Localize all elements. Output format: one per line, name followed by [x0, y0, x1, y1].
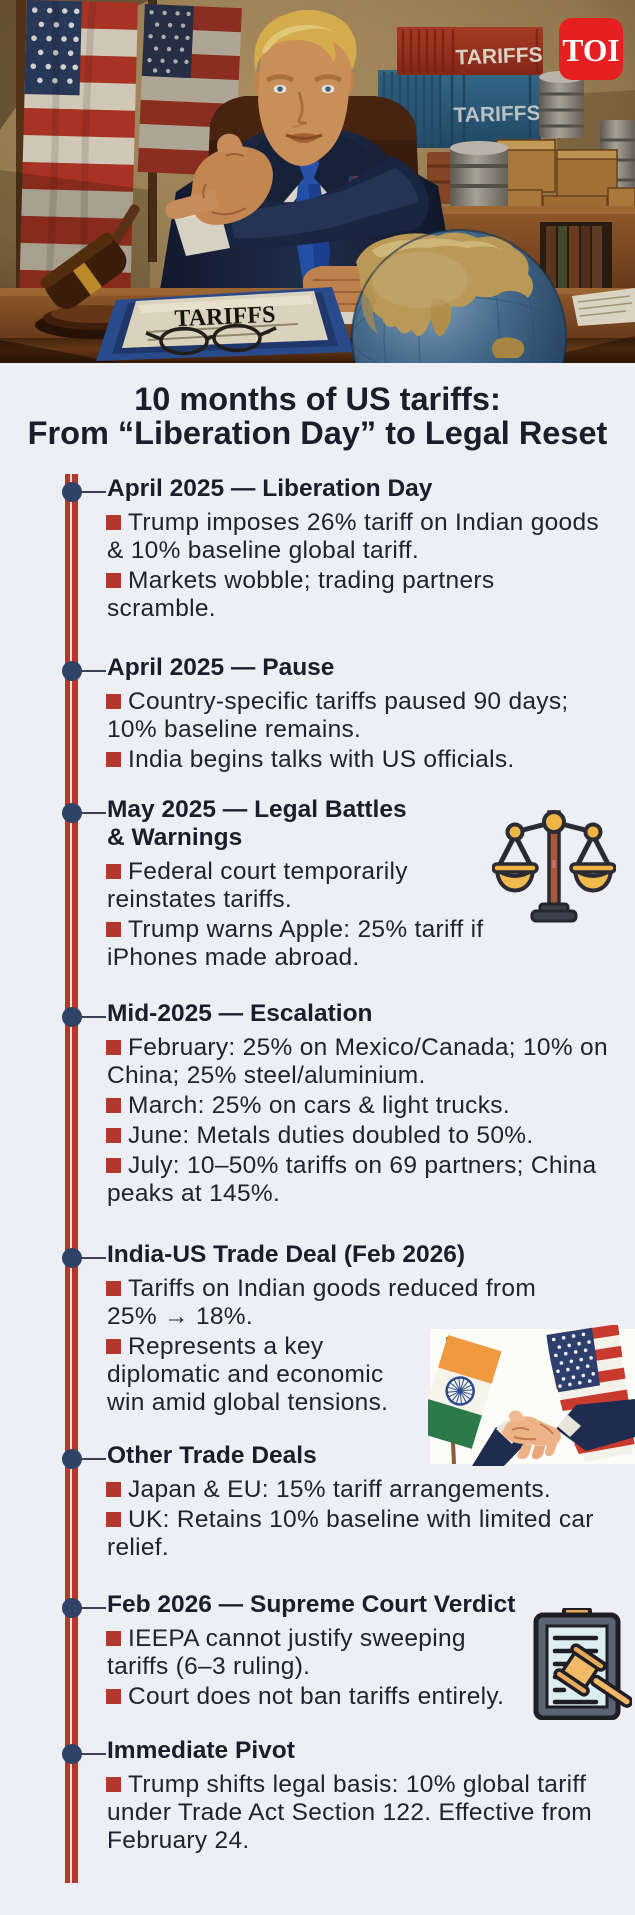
- svg-text:TOI: TOI: [562, 33, 619, 68]
- svg-text:TARIFFS: TARIFFS: [455, 43, 543, 69]
- svg-text:TARIFFS: TARIFFS: [453, 102, 541, 127]
